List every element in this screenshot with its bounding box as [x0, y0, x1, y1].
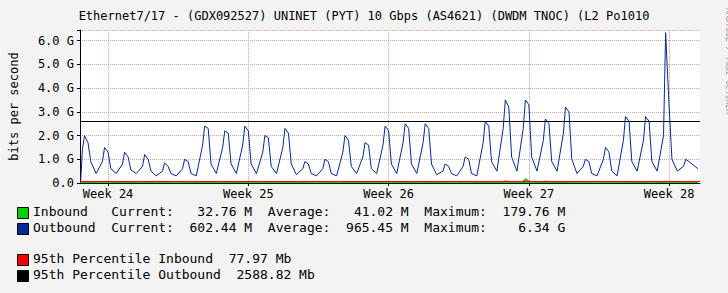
svg-text:Ethernet7/17 - (GDX092527) UNI: Ethernet7/17 - (GDX092527) UNINET (PYT) … [79, 9, 650, 23]
svg-text:5.0 G: 5.0 G [38, 57, 74, 71]
svg-text:Week 26: Week 26 [363, 187, 414, 201]
svg-text:6.0 G: 6.0 G [38, 34, 74, 48]
svg-text:3.0 G: 3.0 G [38, 105, 74, 119]
svg-text:0.0: 0.0 [52, 176, 74, 190]
svg-text:1.0 G: 1.0 G [38, 152, 74, 166]
svg-text:Week 27: Week 27 [504, 187, 555, 201]
svg-text:Week 24: Week 24 [83, 187, 134, 201]
svg-text:Inbound Current: 32.76 M: Inbound Current: 32.76 M Average: 41.02 … [33, 204, 565, 219]
svg-text:Week 25: Week 25 [223, 187, 274, 201]
svg-text:RRDTOOL / TOBI OETIKER: RRDTOOL / TOBI OETIKER [724, 8, 728, 114]
svg-text:4.0 G: 4.0 G [38, 81, 74, 95]
svg-text:Week 28: Week 28 [644, 187, 695, 201]
svg-text:95th Percentile Outbound 2588: 95th Percentile Outbound 2588.82 Mb [33, 267, 315, 282]
svg-text:95th Percentile Inbound 77.97: 95th Percentile Inbound 77.97 Mb [33, 251, 291, 266]
svg-text:2.0 G: 2.0 G [38, 129, 74, 143]
svg-text:bits per second: bits per second [7, 52, 21, 160]
svg-text:Outbound Current: 602.44 M: Outbound Current: 602.44 M Average: 965.… [33, 220, 565, 235]
